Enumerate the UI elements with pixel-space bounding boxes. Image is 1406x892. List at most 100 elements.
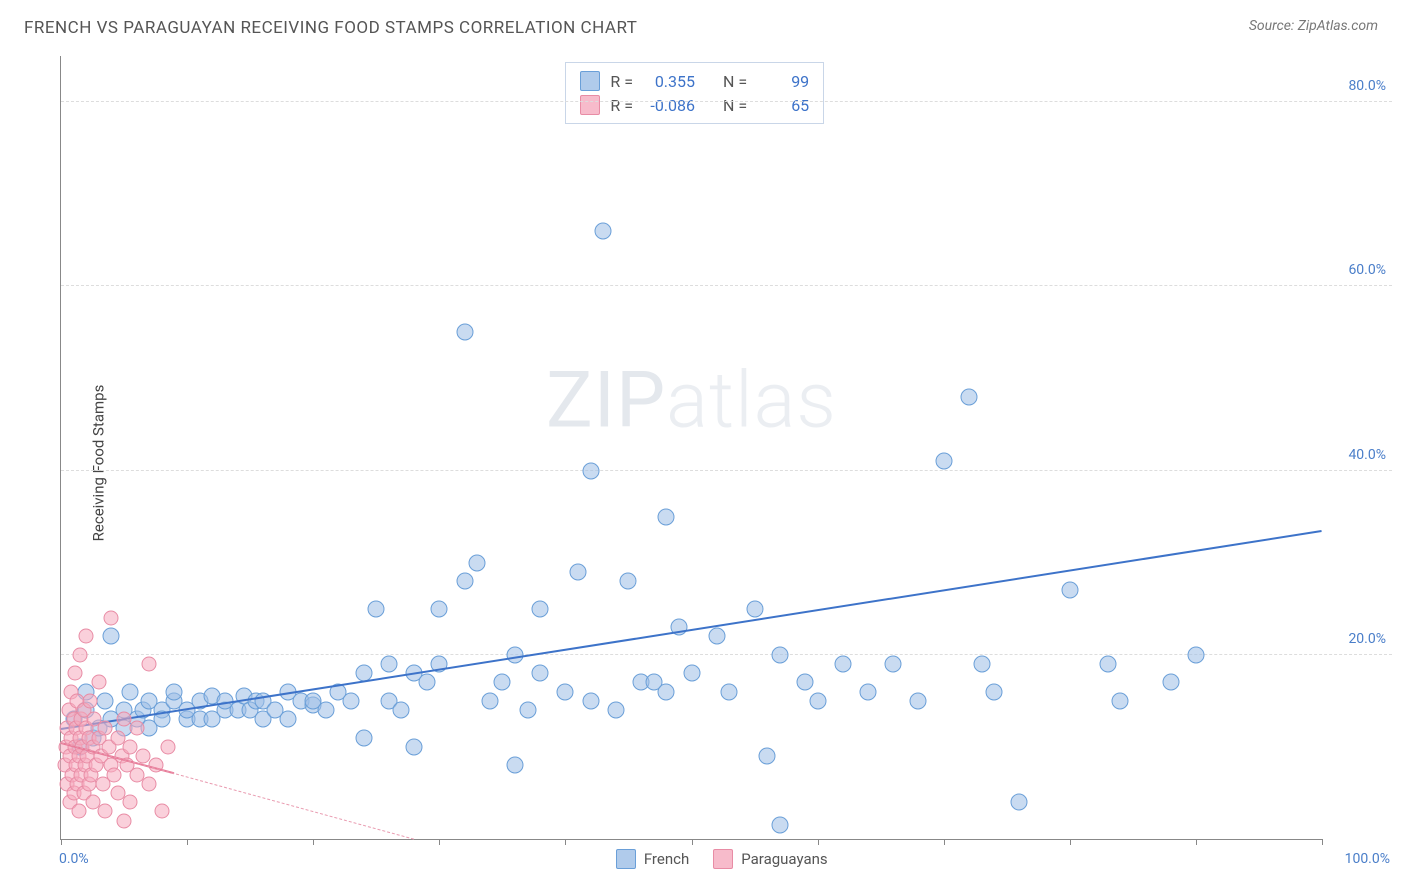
data-point — [1061, 582, 1078, 599]
watermark-thin: atlas — [666, 355, 837, 446]
x-tick — [61, 839, 62, 845]
stats-row: R =-0.086N =65 — [580, 93, 809, 117]
data-point — [532, 665, 549, 682]
data-point — [582, 462, 599, 479]
data-point — [557, 683, 574, 700]
series-legend: French Paraguayans — [616, 849, 828, 869]
watermark-bold: ZIP — [546, 355, 666, 446]
y-tick-label: 80.0% — [1348, 78, 1386, 94]
legend-item: French — [616, 849, 689, 869]
n-value: 65 — [757, 96, 809, 115]
x-origin-label: 0.0% — [59, 851, 89, 867]
source-attribution: Source: ZipAtlas.com — [1249, 18, 1378, 34]
scatter-plot: ZIPatlas R =0.355N =99R =-0.086N =65 Fre… — [60, 56, 1322, 840]
data-point — [746, 600, 763, 617]
data-point — [279, 711, 296, 728]
n-label: N = — [723, 72, 747, 91]
data-point — [796, 674, 813, 691]
x-tick — [1196, 839, 1197, 845]
data-point — [759, 748, 776, 765]
data-point — [960, 388, 977, 405]
data-point — [406, 738, 423, 755]
x-tick — [187, 839, 188, 845]
data-point — [607, 702, 624, 719]
n-value: 99 — [757, 72, 809, 91]
r-label: R = — [610, 96, 633, 115]
data-point — [431, 600, 448, 617]
data-point — [582, 692, 599, 709]
r-label: R = — [610, 72, 633, 91]
series-swatch — [580, 95, 600, 115]
data-point — [910, 692, 927, 709]
data-point — [834, 655, 851, 672]
data-point — [708, 628, 725, 645]
data-point — [595, 223, 612, 240]
r-value: 0.355 — [643, 72, 695, 91]
legend-label: French — [644, 850, 689, 868]
x-tick — [1070, 839, 1071, 845]
legend-item: Paraguayans — [713, 849, 827, 869]
chart-container: Receiving Food Stamps ZIPatlas R =0.355N… — [24, 52, 1392, 874]
data-point — [103, 628, 120, 645]
legend-swatch — [713, 849, 733, 869]
data-point — [620, 573, 637, 590]
y-tick-label: 40.0% — [1348, 447, 1386, 463]
x-tick — [944, 839, 945, 845]
data-point — [129, 721, 144, 736]
data-point — [935, 453, 952, 470]
data-point — [317, 702, 334, 719]
data-point — [519, 702, 536, 719]
data-point — [117, 813, 132, 828]
data-point — [1011, 794, 1028, 811]
x-tick — [692, 839, 693, 845]
x-tick — [818, 839, 819, 845]
data-point — [79, 629, 94, 644]
data-point — [721, 683, 738, 700]
data-point — [1162, 674, 1179, 691]
data-point — [885, 655, 902, 672]
data-point — [67, 666, 82, 681]
y-tick-label: 60.0% — [1348, 262, 1386, 278]
data-point — [343, 692, 360, 709]
gridline — [61, 285, 1392, 286]
data-point — [104, 610, 119, 625]
data-point — [161, 739, 176, 754]
data-point — [98, 804, 113, 819]
data-point — [986, 683, 1003, 700]
data-point — [142, 776, 157, 791]
data-point — [142, 656, 157, 671]
stats-row: R = 0.355 N = 99 — [580, 69, 809, 93]
data-point — [72, 647, 87, 662]
legend-label: Paraguayans — [741, 850, 827, 868]
chart-title: FRENCH VS PARAGUAYAN RECEIVING FOOD STAM… — [24, 18, 637, 38]
data-point — [809, 692, 826, 709]
data-point — [123, 795, 138, 810]
data-point — [570, 563, 587, 580]
data-point — [368, 600, 385, 617]
legend-swatch — [616, 849, 636, 869]
data-point — [1187, 646, 1204, 663]
watermark: ZIPatlas — [546, 355, 837, 446]
data-point — [494, 674, 511, 691]
data-point — [166, 683, 183, 700]
data-point — [393, 702, 410, 719]
data-point — [506, 757, 523, 774]
header: FRENCH VS PARAGUAYAN RECEIVING FOOD STAM… — [0, 0, 1406, 46]
data-point — [154, 804, 169, 819]
data-point — [771, 817, 788, 834]
data-point — [456, 573, 473, 590]
data-point — [71, 804, 86, 819]
x-max-label: 100.0% — [1345, 851, 1390, 867]
stats-legend-box: R =0.355N =99R =-0.086N =65 — [565, 62, 824, 124]
y-tick-label: 20.0% — [1348, 631, 1386, 647]
x-tick — [1322, 839, 1323, 845]
data-point — [91, 675, 106, 690]
data-point — [456, 324, 473, 341]
data-point — [1099, 655, 1116, 672]
data-point — [532, 600, 549, 617]
n-label: N = — [723, 96, 747, 115]
data-point — [973, 655, 990, 672]
x-tick — [313, 839, 314, 845]
data-point — [469, 554, 486, 571]
data-point — [380, 655, 397, 672]
